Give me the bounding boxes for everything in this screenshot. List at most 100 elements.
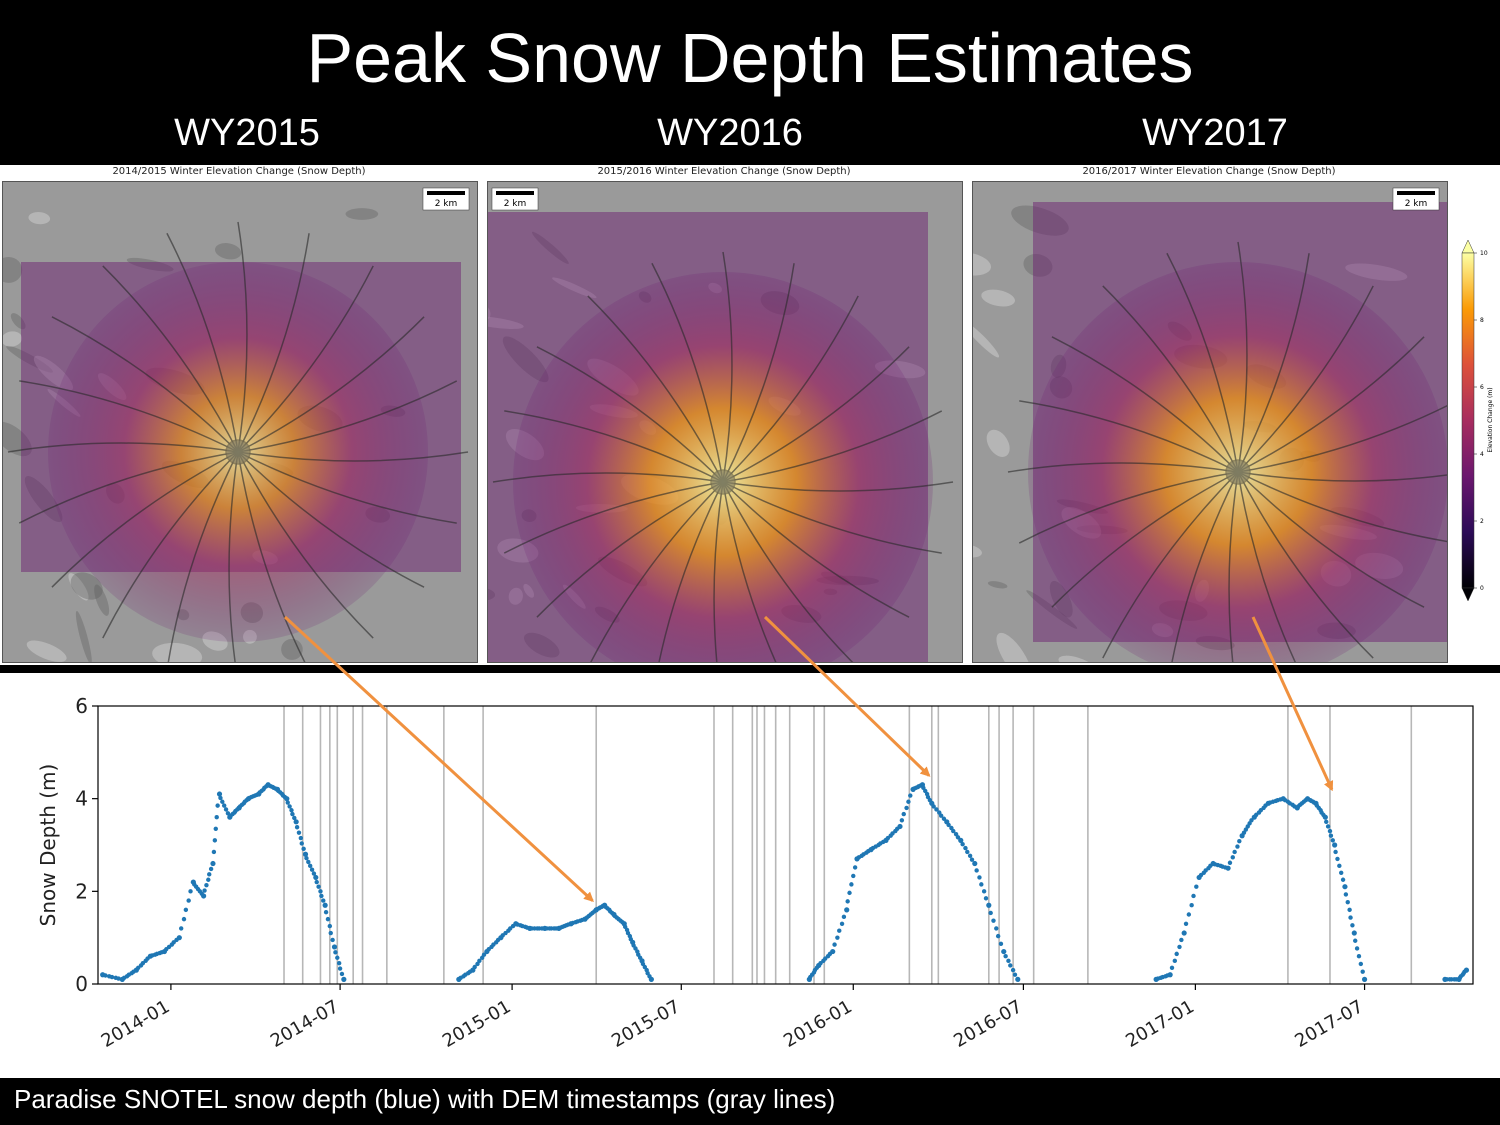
- snow-depth-point: [899, 818, 905, 823]
- snow-depth-point: [906, 799, 911, 804]
- snow-depth-point: [849, 882, 854, 887]
- y-tick-label: 4: [75, 787, 88, 811]
- snow-depth-point: [955, 835, 961, 840]
- snow-depth-point: [1194, 884, 1199, 889]
- snow-depth-point: [1225, 865, 1231, 871]
- snow-depth-point: [206, 877, 211, 882]
- snow-depth-point: [322, 902, 328, 908]
- snow-depth-point: [1186, 912, 1192, 917]
- snow-depth-point: [294, 825, 300, 830]
- colorbar-label: Elevation Change (m): [1487, 387, 1494, 452]
- snow-depth-point: [951, 828, 956, 834]
- snow-depth-point: [1174, 951, 1179, 957]
- snow-depth-point: [1230, 855, 1235, 860]
- snow-depth-point: [981, 889, 987, 894]
- colorbar-tick-label: 10: [1480, 250, 1488, 257]
- snow-depth-point: [331, 944, 338, 950]
- snow-depth-point: [901, 811, 906, 817]
- scalebar-wy2017: 2 km: [1405, 199, 1428, 209]
- snow-depth-point: [1351, 930, 1357, 936]
- title-band: [0, 0, 1500, 165]
- snow-depth-point: [839, 921, 845, 926]
- snow-depth-point: [290, 811, 295, 817]
- snow-depth-point: [218, 795, 223, 801]
- snow-depth-point: [1181, 930, 1187, 936]
- snow-depth-point: [988, 910, 993, 916]
- snow-depth-point: [109, 974, 115, 980]
- snow-depth-point: [212, 838, 218, 843]
- snow-depth-point: [215, 803, 220, 808]
- snow-depth-point: [321, 898, 326, 903]
- snow-depth-point: [1012, 972, 1018, 977]
- snow-depth-point: [307, 863, 313, 869]
- snow-depth-point: [306, 859, 311, 865]
- snow-depth-point: [304, 855, 309, 861]
- snow-depth-point: [296, 830, 302, 835]
- snow-depth-point: [339, 971, 345, 977]
- snow-depth-point: [844, 907, 850, 913]
- peak-arrow-wy2016: [763, 615, 931, 777]
- chart-area: [0, 673, 1500, 1078]
- snow-depth-point: [960, 842, 965, 847]
- snow-depth-point: [1333, 849, 1338, 855]
- snow-depth-point: [1232, 849, 1237, 855]
- snow-depth-point: [1177, 944, 1182, 950]
- snow-depth-point: [287, 804, 292, 809]
- snow-depth-point: [1463, 967, 1470, 973]
- snow-depth-point: [852, 865, 858, 870]
- snow-depth-point: [293, 819, 299, 825]
- snow-depth-point: [835, 935, 840, 940]
- snow-depth-point: [845, 899, 850, 904]
- map-title-wy2016: 2015/2016 Winter Elevation Change (Snow …: [597, 166, 851, 177]
- snow-depth-point: [1340, 877, 1346, 882]
- scalebar-wy2015: 2 km: [435, 199, 458, 209]
- snow-depth-point: [974, 868, 979, 873]
- snow-depth-point: [472, 964, 477, 970]
- y-tick-label: 0: [75, 972, 88, 996]
- wy2017-label: WY2017: [1142, 112, 1288, 154]
- snow-depth-point: [1360, 969, 1365, 974]
- snow-depth-point: [965, 849, 970, 855]
- snow-depth-point: [967, 853, 973, 859]
- snow-depth-point: [211, 849, 217, 855]
- snow-depth-point: [311, 871, 317, 876]
- snow-depth-point: [1345, 899, 1350, 905]
- snow-depth-point: [216, 791, 223, 797]
- snow-depth-point: [897, 823, 903, 830]
- snow-depth-point: [963, 845, 968, 851]
- snow-depth-point: [298, 835, 304, 841]
- snow-depth-point: [316, 884, 321, 889]
- colorbar-tick-label: 0: [1480, 585, 1484, 592]
- snow-depth-point: [335, 955, 340, 960]
- snow-depth-point: [309, 867, 315, 872]
- snow-depth-point: [1350, 923, 1355, 928]
- snow-depth-point: [1010, 967, 1016, 973]
- snow-depth-point: [1179, 937, 1184, 943]
- snow-depth-point: [994, 926, 999, 931]
- colorbar-tick-label: 8: [1480, 317, 1484, 324]
- snow-depth-point: [1015, 976, 1021, 982]
- snow-depth-point: [931, 804, 936, 809]
- snow-depth-point: [847, 890, 852, 896]
- snow-depth-point: [208, 866, 214, 872]
- map-title-wy2017: 2016/2017 Winter Elevation Change (Snow …: [1082, 166, 1336, 177]
- snow-depth-point: [1249, 818, 1254, 823]
- snow-depth-point: [183, 907, 189, 913]
- snow-depth-point: [221, 803, 227, 808]
- snow-depth-point: [337, 966, 343, 971]
- snow-depth-point: [481, 952, 487, 957]
- snow-depth-point: [210, 860, 216, 867]
- y-tick-label: 2: [75, 879, 88, 903]
- snow-depth-point: [972, 860, 978, 867]
- snow-depth-point: [477, 958, 482, 964]
- caption: Paradise SNOTEL snow depth (blue) with D…: [14, 1084, 836, 1114]
- colorbar-tick-label: 6: [1480, 384, 1484, 391]
- snow-depth-point: [1237, 838, 1242, 844]
- snow-depth-point: [1008, 963, 1013, 968]
- snow-depth-point: [986, 902, 992, 908]
- snow-depth-point: [979, 882, 984, 887]
- snow-depth-point: [946, 822, 951, 828]
- snow-depth-point: [302, 851, 309, 857]
- snow-depth-point: [341, 976, 347, 982]
